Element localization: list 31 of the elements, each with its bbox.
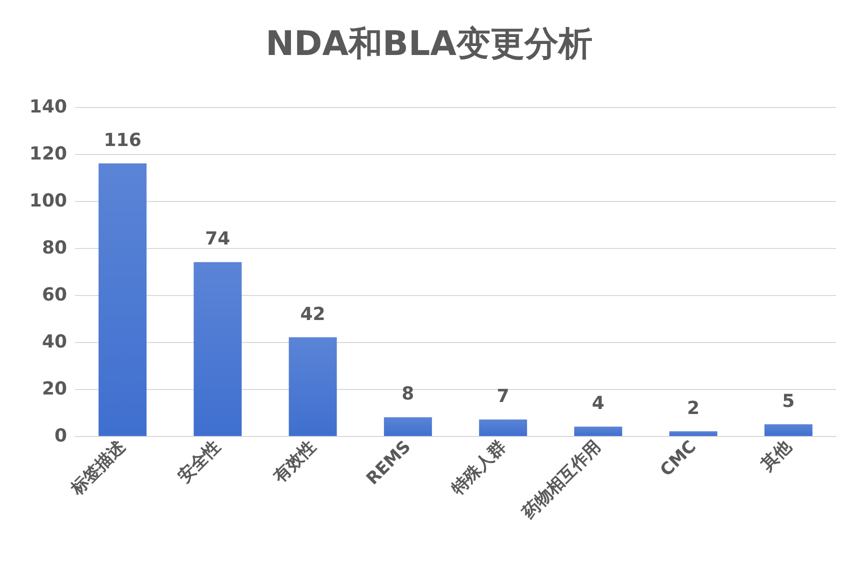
data-label: 74 (205, 228, 230, 250)
chart-title: NDA和BLA变更分析 (266, 24, 592, 64)
y-tick-label: 140 (29, 96, 67, 118)
bar (479, 420, 528, 436)
bar (98, 163, 147, 436)
bar (669, 431, 718, 436)
x-tick-label: 药物相互作用 (518, 436, 606, 524)
bar (574, 426, 622, 436)
x-tick-label: 特殊人群 (447, 436, 510, 500)
y-tick-label: 0 (54, 426, 67, 446)
bar (194, 262, 242, 436)
x-tick-label: 其他 (756, 436, 796, 476)
data-label: 5 (782, 390, 795, 412)
y-tick-label: 40 (42, 332, 67, 352)
data-label: 2 (687, 398, 700, 419)
bar (764, 424, 812, 436)
y-tick-label: 60 (42, 284, 67, 306)
data-label: 42 (300, 304, 326, 325)
x-tick-label: 标签描述 (66, 436, 130, 500)
y-tick-label: 80 (42, 238, 67, 258)
x-tick-label: 有效性 (268, 436, 320, 488)
data-label: 4 (592, 393, 604, 414)
y-tick-label: 100 (29, 190, 67, 212)
data-label: 116 (104, 130, 142, 151)
y-tick-label: 120 (29, 144, 67, 164)
data-label: 8 (402, 384, 414, 405)
bar (288, 337, 337, 436)
bar (384, 417, 432, 436)
data-label: 7 (496, 386, 510, 408)
x-tick-label: 安全性 (174, 436, 225, 488)
y-tick-label: 20 (42, 378, 67, 400)
